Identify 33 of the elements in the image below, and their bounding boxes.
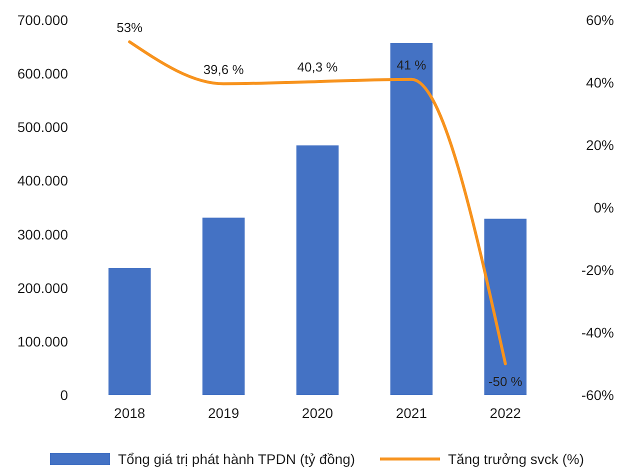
legend-label: Tăng trưởng svck (%) xyxy=(448,451,584,467)
bar xyxy=(108,268,151,395)
bar xyxy=(484,218,527,395)
x-tick-label: 2020 xyxy=(302,405,334,421)
y-tick-label: 500.000 xyxy=(17,119,68,136)
y2-tick-label: 20% xyxy=(586,137,614,153)
bar xyxy=(390,43,433,395)
data-label: -50 % xyxy=(488,374,523,389)
x-tick-label: 2021 xyxy=(396,405,428,421)
y2-tick-label: 40% xyxy=(586,74,614,90)
y-tick-label: 0 xyxy=(60,387,68,403)
y2-tick-label: 60% xyxy=(586,12,614,28)
y-tick-label: 700.000 xyxy=(17,12,68,28)
bar xyxy=(296,145,339,395)
y2-tick-label: -20% xyxy=(581,262,614,278)
y-tick-label: 200.000 xyxy=(17,280,68,296)
x-tick-label: 2018 xyxy=(114,405,146,421)
x-tick-label: 2019 xyxy=(208,405,240,421)
y-tick-label: 100.000 xyxy=(17,333,68,350)
y2-tick-label: -40% xyxy=(581,324,614,340)
y-tick-label: 300.000 xyxy=(17,226,68,242)
data-label: 39,6 % xyxy=(203,62,244,77)
data-label: 53% xyxy=(116,20,144,35)
legend-label: Tổng giá trị phát hành TPDN (tỷ đồng) xyxy=(118,451,356,467)
y-tick-label: 600.000 xyxy=(17,66,68,82)
y-tick-label: 400.000 xyxy=(17,172,68,189)
x-tick-label: 2022 xyxy=(490,405,522,421)
data-label: 40,3 % xyxy=(297,60,338,75)
data-label: 41 % xyxy=(396,57,427,72)
line-series xyxy=(128,40,507,366)
y2-tick-label: -60% xyxy=(581,387,614,403)
bar xyxy=(202,218,245,395)
y2-tick-label: 0% xyxy=(594,200,614,216)
